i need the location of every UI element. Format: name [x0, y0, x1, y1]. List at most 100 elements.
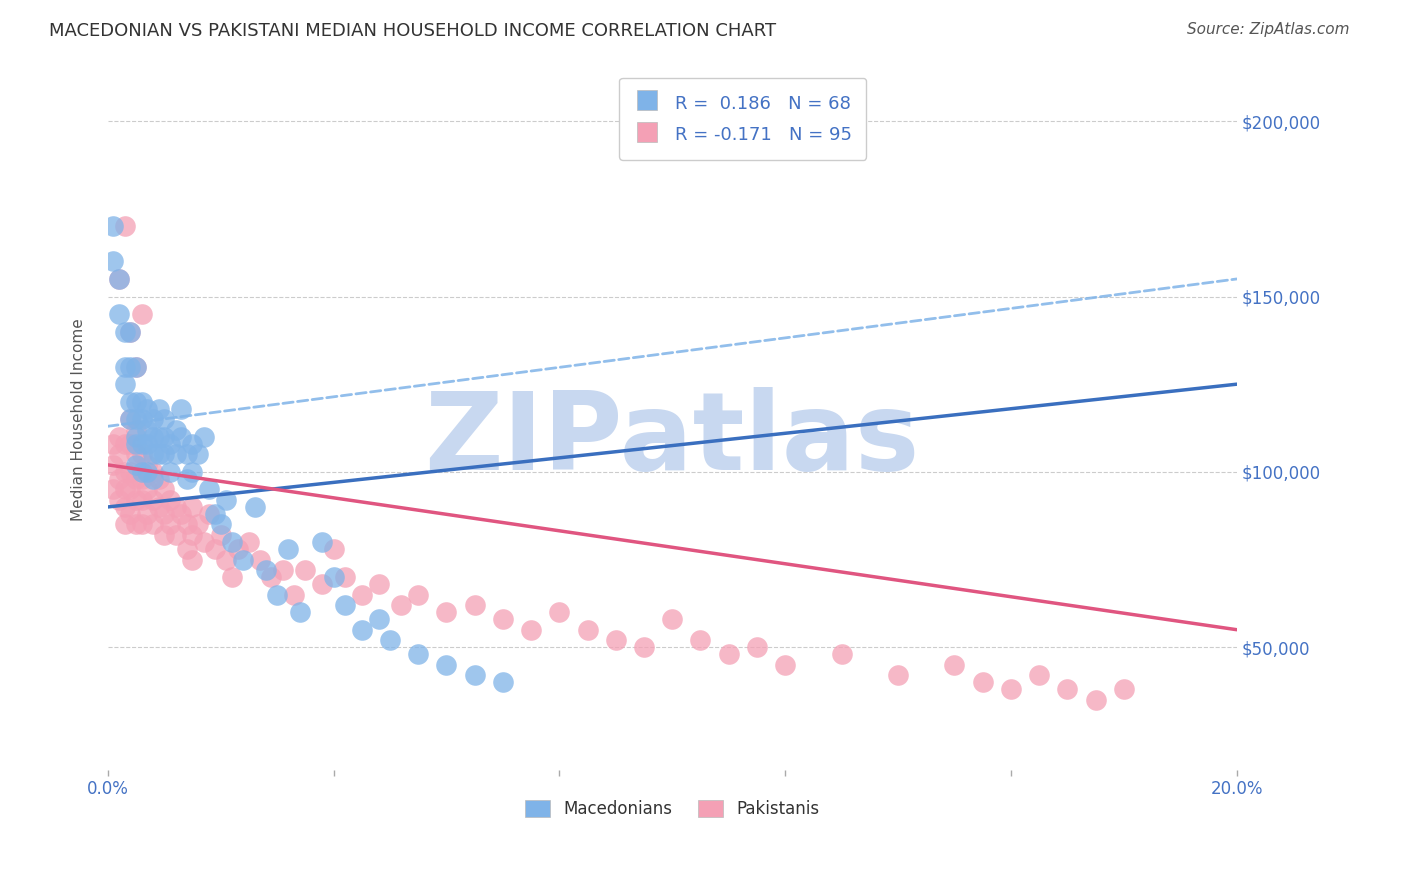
Point — [215, 552, 238, 566]
Legend: Macedonians, Pakistanis: Macedonians, Pakistanis — [519, 793, 825, 825]
Point — [120, 325, 142, 339]
Point — [159, 517, 181, 532]
Point — [322, 542, 344, 557]
Point — [125, 412, 148, 426]
Point — [125, 423, 148, 437]
Point — [226, 542, 249, 557]
Point — [576, 623, 599, 637]
Point — [221, 570, 243, 584]
Point — [136, 465, 159, 479]
Point — [108, 272, 131, 286]
Point — [266, 588, 288, 602]
Point — [367, 612, 389, 626]
Point — [633, 640, 655, 655]
Point — [165, 500, 187, 514]
Point — [187, 447, 209, 461]
Point — [972, 675, 994, 690]
Y-axis label: Median Household Income: Median Household Income — [72, 318, 86, 521]
Point — [114, 483, 136, 497]
Point — [238, 535, 260, 549]
Point — [142, 430, 165, 444]
Point — [108, 447, 131, 461]
Point — [108, 492, 131, 507]
Point — [221, 535, 243, 549]
Point — [142, 517, 165, 532]
Point — [181, 528, 204, 542]
Point — [209, 528, 232, 542]
Point — [131, 492, 153, 507]
Point — [322, 570, 344, 584]
Point — [181, 437, 204, 451]
Point — [125, 394, 148, 409]
Point — [176, 447, 198, 461]
Point — [131, 394, 153, 409]
Point — [108, 272, 131, 286]
Point — [548, 605, 571, 619]
Point — [215, 492, 238, 507]
Point — [114, 500, 136, 514]
Point — [125, 492, 148, 507]
Point — [271, 563, 294, 577]
Point — [193, 535, 215, 549]
Point — [120, 412, 142, 426]
Point — [125, 447, 148, 461]
Point — [232, 552, 254, 566]
Point — [120, 412, 142, 426]
Point — [520, 623, 543, 637]
Point — [120, 325, 142, 339]
Point — [1112, 682, 1135, 697]
Point — [260, 570, 283, 584]
Point — [131, 465, 153, 479]
Point — [103, 458, 125, 472]
Point — [389, 598, 412, 612]
Point — [159, 437, 181, 451]
Text: Source: ZipAtlas.com: Source: ZipAtlas.com — [1187, 22, 1350, 37]
Point — [120, 359, 142, 374]
Point — [165, 528, 187, 542]
Point — [148, 500, 170, 514]
Point — [204, 542, 226, 557]
Point — [333, 570, 356, 584]
Point — [125, 458, 148, 472]
Point — [120, 483, 142, 497]
Point — [406, 647, 429, 661]
Point — [367, 577, 389, 591]
Point — [114, 325, 136, 339]
Point — [198, 483, 221, 497]
Point — [131, 472, 153, 486]
Point — [114, 219, 136, 234]
Point — [333, 598, 356, 612]
Point — [142, 447, 165, 461]
Point — [773, 657, 796, 672]
Point — [114, 359, 136, 374]
Point — [114, 437, 136, 451]
Point — [148, 472, 170, 486]
Point — [120, 437, 142, 451]
Point — [181, 465, 204, 479]
Point — [142, 472, 165, 486]
Point — [148, 447, 170, 461]
Point — [131, 447, 153, 461]
Point — [165, 447, 187, 461]
Point — [153, 447, 176, 461]
Point — [120, 394, 142, 409]
Point — [1084, 693, 1107, 707]
Point — [943, 657, 966, 672]
Point — [114, 517, 136, 532]
Point — [159, 492, 181, 507]
Point — [406, 588, 429, 602]
Point — [108, 472, 131, 486]
Point — [114, 465, 136, 479]
Point — [831, 647, 853, 661]
Point — [103, 254, 125, 268]
Point — [464, 668, 486, 682]
Point — [288, 605, 311, 619]
Point — [108, 307, 131, 321]
Point — [148, 401, 170, 416]
Point — [131, 437, 153, 451]
Point — [125, 472, 148, 486]
Point — [277, 542, 299, 557]
Point — [492, 675, 515, 690]
Point — [176, 542, 198, 557]
Point — [136, 483, 159, 497]
